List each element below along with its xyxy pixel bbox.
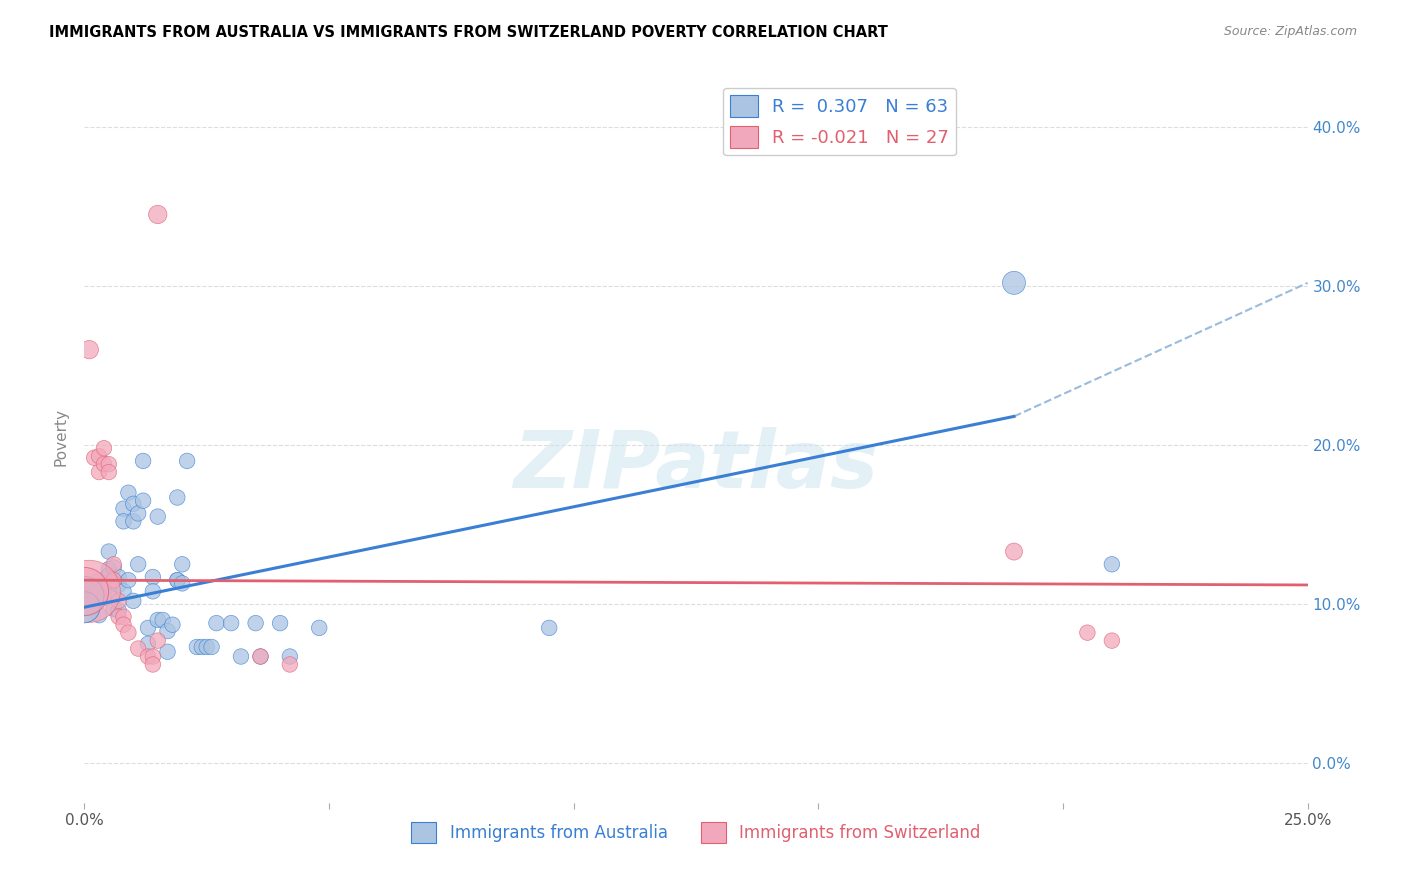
Point [200,640,222,654]
Point [103,602,125,616]
Point [127,558,149,572]
Point [73,589,96,603]
Point [103,589,125,603]
Point [136,621,159,635]
Point [278,657,301,672]
Point [142,570,165,584]
Point [142,657,165,672]
Point [191,640,214,654]
Point [77,584,100,599]
Point [176,454,198,468]
Point [93,581,115,595]
Point [1076,625,1098,640]
Point [122,497,145,511]
Point [1002,544,1025,558]
Point [172,558,194,572]
Point [107,570,129,584]
Point [93,457,115,471]
Point [103,558,125,572]
Point [1101,558,1123,572]
Point [97,465,120,479]
Point [87,465,110,479]
Point [73,584,96,599]
Point [166,573,188,587]
Point [107,594,129,608]
Point [87,449,110,463]
Point [83,599,105,613]
Point [152,613,174,627]
Point [229,649,252,664]
Point [107,578,129,592]
Point [127,507,149,521]
Legend: Immigrants from Australia, Immigrants from Switzerland: Immigrants from Australia, Immigrants fr… [405,815,987,849]
Point [87,608,110,623]
Y-axis label: Poverty: Poverty [53,408,69,467]
Point [195,640,218,654]
Point [166,491,188,505]
Point [219,616,242,631]
Point [538,621,561,635]
Point [77,591,100,605]
Text: Source: ZipAtlas.com: Source: ZipAtlas.com [1223,25,1357,38]
Point [103,573,125,587]
Point [83,450,105,465]
Point [146,207,169,221]
Point [117,573,139,587]
Point [112,617,135,632]
Point [93,591,115,605]
Point [249,649,271,664]
Text: IMMIGRANTS FROM AUSTRALIA VS IMMIGRANTS FROM SWITZERLAND POVERTY CORRELATION CHA: IMMIGRANTS FROM AUSTRALIA VS IMMIGRANTS … [49,25,889,40]
Point [87,573,110,587]
Point [142,649,165,664]
Point [146,633,169,648]
Point [1002,276,1025,290]
Point [172,576,194,591]
Point [245,616,267,631]
Point [97,562,120,576]
Point [166,573,188,587]
Point [77,584,100,599]
Point [249,649,271,664]
Point [205,616,228,631]
Point [122,594,145,608]
Point [269,616,291,631]
Point [156,645,179,659]
Point [156,624,179,638]
Point [142,584,165,599]
Point [97,544,120,558]
Point [83,586,105,600]
Point [112,584,135,599]
Point [97,578,120,592]
Point [278,649,301,664]
Point [73,600,96,615]
Point [186,640,208,654]
Point [112,501,135,516]
Point [127,641,149,656]
Point [107,609,129,624]
Point [112,609,135,624]
Point [132,493,155,508]
Point [87,584,110,599]
Point [136,649,159,664]
Point [97,457,120,471]
Point [132,454,155,468]
Point [122,514,145,528]
Point [1101,633,1123,648]
Point [136,637,159,651]
Point [103,560,125,574]
Point [162,617,184,632]
Point [308,621,330,635]
Point [117,485,139,500]
Point [112,514,135,528]
Point [97,568,120,582]
Point [93,441,115,455]
Point [103,573,125,587]
Point [77,343,100,357]
Point [146,613,169,627]
Text: ZIPatlas: ZIPatlas [513,427,879,506]
Point [107,603,129,617]
Point [146,509,169,524]
Point [117,625,139,640]
